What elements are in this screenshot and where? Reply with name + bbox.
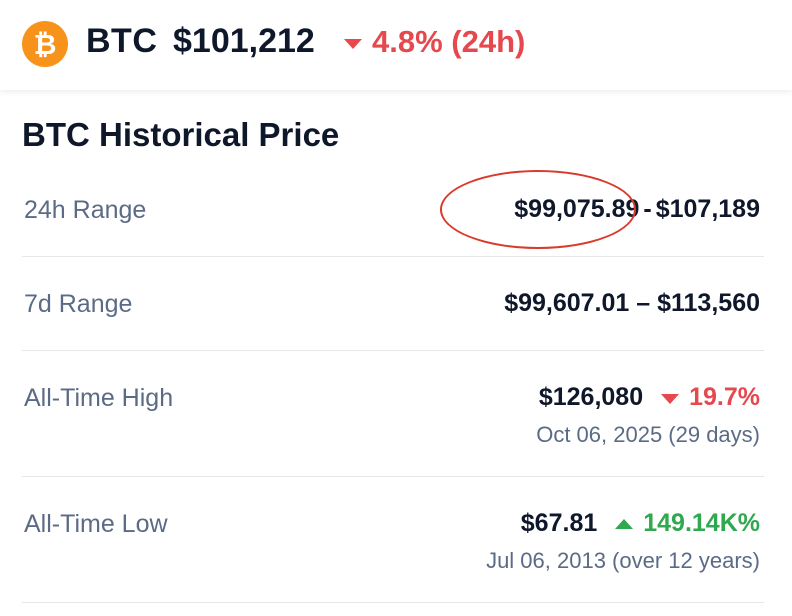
range-value-7d: $99,607.01 – $113,560 (504, 289, 760, 317)
range-separator: - (643, 195, 652, 223)
row-7d-range: 7d Range $99,607.01 – $113,560 (22, 256, 764, 351)
caret-up-icon (615, 518, 634, 529)
ticker-symbol: BTC (86, 22, 158, 60)
ticker-change-text: 4.8% (24h) (372, 24, 526, 59)
row-label: 7d Range (24, 290, 133, 318)
atl-change-text: 149.14K% (643, 509, 760, 537)
row-all-time-low: All-Time Low $67.81 149.14K% Jul 06, 201… (22, 476, 764, 603)
row-label: 24h Range (24, 196, 147, 224)
ticker-bar: ₿ BTC $101,212 4.8% (24h) (0, 0, 792, 90)
atl-value-line: $67.81 149.14K% (521, 509, 760, 538)
ticker-price: $101,212 (173, 22, 315, 60)
atl-date: Jul 06, 2013 (over 12 years) (486, 548, 760, 573)
panel-title: BTC Historical Price (22, 116, 340, 153)
range-high-value: $107,189 (655, 195, 760, 223)
row-label: All-Time High (24, 384, 174, 412)
ath-price: $126,080 (538, 383, 644, 411)
bitcoin-glyph: ₿ (34, 29, 57, 60)
ath-date: Oct 06, 2025 (29 days) (536, 422, 760, 447)
bitcoin-symbol-text: ₿ (34, 29, 57, 60)
row-24h-range: 24h Range $99,075.89 - $107,189 (22, 162, 764, 257)
historical-price-panel: BTC Historical Price 24h Range $99,075.8… (0, 90, 792, 616)
highlight-circle-annotation (440, 170, 636, 249)
ticker-change: 4.8% (24h) (344, 24, 525, 60)
caret-down-icon (661, 394, 680, 404)
ath-change: 19.7% (661, 383, 760, 412)
row-all-time-high: All-Time High $126,080 19.7% Oct 06, 202… (22, 350, 764, 477)
atl-price: $67.81 (520, 509, 598, 537)
caret-down-icon (344, 38, 362, 49)
ath-value-line: $126,080 19.7% (539, 383, 760, 412)
atl-change: 149.14K% (615, 509, 760, 538)
row-label: All-Time Low (24, 510, 168, 538)
bitcoin-icon: ₿ (22, 21, 68, 67)
ath-change-text: 19.7% (689, 383, 760, 411)
